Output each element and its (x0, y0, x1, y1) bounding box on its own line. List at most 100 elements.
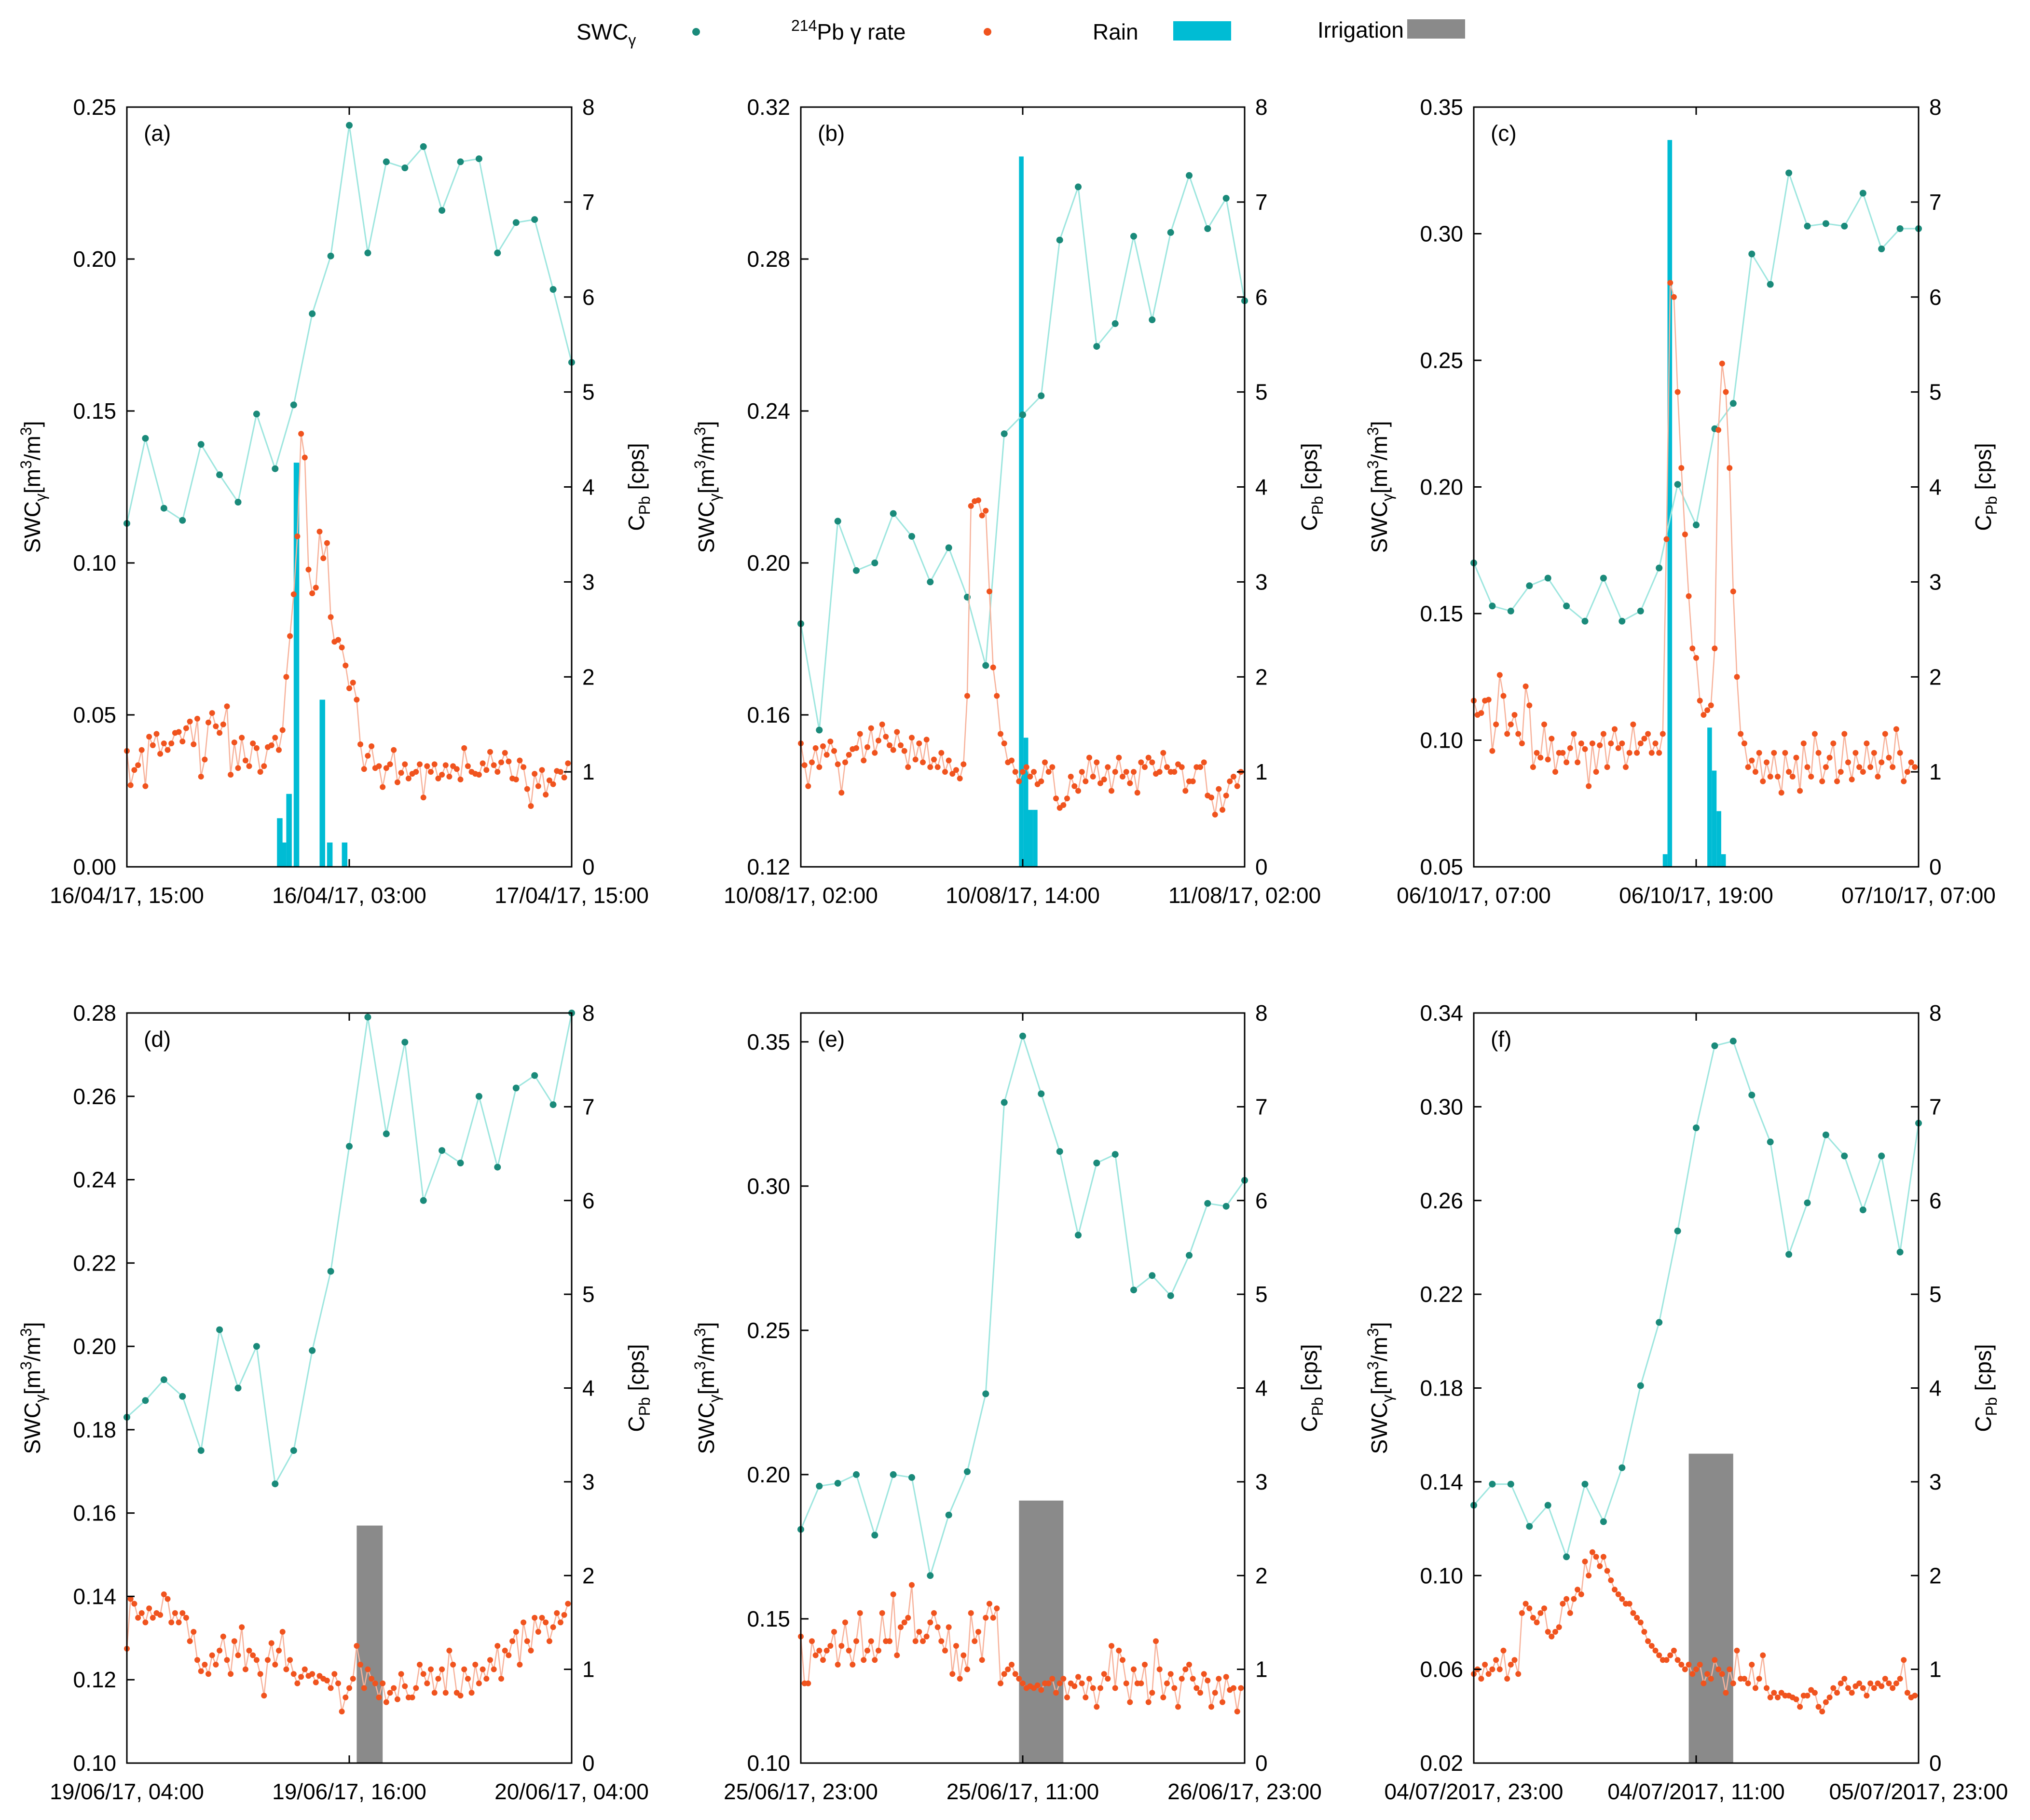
pb-point (846, 1647, 852, 1654)
pb-point (239, 735, 245, 741)
pb-point (206, 719, 211, 725)
pb-point (465, 1676, 471, 1682)
pb-point (960, 761, 967, 767)
pb-point (883, 734, 889, 740)
pb-point (461, 1666, 467, 1672)
swc-point (327, 252, 334, 260)
pb-point (1197, 764, 1203, 770)
swc-point (364, 1013, 371, 1021)
pb-point (1068, 774, 1074, 780)
pb-point (1001, 740, 1007, 747)
pb-point (561, 1612, 567, 1618)
swc-point (1186, 172, 1193, 179)
pb-point (1741, 740, 1747, 747)
pb-point (1575, 759, 1581, 766)
pb-point (1064, 795, 1070, 802)
pb-point (1745, 1680, 1751, 1686)
pb-point (1578, 1591, 1584, 1598)
rain-bar (286, 794, 292, 867)
pb-point (1875, 774, 1881, 780)
pb-point (1023, 764, 1029, 770)
pb-point (1852, 750, 1859, 756)
y-label-unit-mid: /m (1367, 436, 1392, 460)
y-tick-label: 0.15 (1420, 601, 1463, 626)
pb-point (1493, 721, 1499, 727)
pb-point (812, 1652, 819, 1658)
pb-point (1645, 731, 1651, 737)
pb-point (1511, 712, 1518, 718)
pb-point (468, 1690, 475, 1696)
pb-point (450, 1661, 456, 1668)
pb-point (1749, 757, 1755, 764)
swc-point (1507, 607, 1514, 615)
pb-point (1901, 778, 1907, 784)
pb-point (909, 1582, 915, 1588)
pb-point (1053, 1690, 1059, 1696)
pb-point (1515, 1671, 1522, 1677)
pb-point (357, 741, 363, 747)
irrigation-bar (1019, 1500, 1064, 1764)
pb-point (442, 762, 449, 768)
pb-point (191, 741, 197, 747)
y-label-tail: ] (20, 1322, 45, 1328)
pb-point (801, 762, 808, 768)
swc-point (1896, 225, 1904, 232)
pb-point (912, 1638, 919, 1644)
pb-point (1179, 1676, 1185, 1682)
pb-point (557, 769, 563, 775)
swc-point (1111, 1151, 1119, 1158)
pb-point (942, 769, 948, 775)
pb-point (1549, 736, 1555, 742)
pb-point (968, 503, 974, 509)
y-tick-label: 0.02 (1420, 1751, 1463, 1776)
pb-point (1056, 1680, 1063, 1686)
pb-point (369, 1676, 375, 1682)
x-tick-label: 19/06/17, 16:00 (272, 1779, 426, 1804)
pb-point (1767, 774, 1773, 780)
pb-point (335, 1680, 341, 1686)
pb-point (217, 1647, 223, 1654)
pb-point (394, 779, 400, 785)
legend-pb-sup: 214 (791, 17, 817, 34)
pb-point (206, 1671, 211, 1677)
swc-point (346, 122, 353, 129)
pb-point (1101, 776, 1107, 782)
pb-point (934, 764, 941, 770)
rain-bar (319, 699, 325, 867)
pb-point (1800, 740, 1807, 747)
pb-point (376, 763, 382, 769)
pb-point (1020, 769, 1026, 775)
pb-point (912, 756, 919, 763)
swc-point (1544, 1502, 1551, 1509)
pb-point (1589, 1549, 1595, 1555)
pb-point (413, 1685, 419, 1691)
swc-point (309, 310, 316, 317)
pb-point (561, 774, 567, 780)
y2-label-unit: [cps] (1971, 1344, 1996, 1397)
pb-point (1727, 465, 1733, 471)
pb-point (890, 1591, 896, 1598)
swc-point (142, 1397, 149, 1404)
pb-point (1734, 674, 1740, 680)
y2-tick-label: 3 (582, 1469, 595, 1494)
pb-point (265, 1657, 271, 1663)
pb-point (1860, 769, 1866, 775)
y2-tick-label: 6 (582, 285, 595, 310)
pb-point (909, 735, 915, 741)
x-tick-label: 25/06/17, 23:00 (724, 1779, 878, 1804)
swc-point (1149, 316, 1156, 323)
pb-point (557, 1619, 563, 1626)
pb-point (1156, 1666, 1163, 1672)
swc-point (290, 401, 297, 409)
y2-tick-label: 6 (1255, 285, 1268, 310)
pb-point (1623, 764, 1629, 770)
pb-point (1134, 790, 1140, 796)
y2-tick-label: 6 (1929, 285, 1942, 310)
swc-point (327, 1268, 334, 1275)
pb-point (161, 1591, 167, 1598)
swc-point (1075, 1232, 1082, 1239)
pb-point (1693, 1666, 1699, 1672)
swc-point (853, 1471, 860, 1478)
pb-point (513, 1628, 519, 1635)
